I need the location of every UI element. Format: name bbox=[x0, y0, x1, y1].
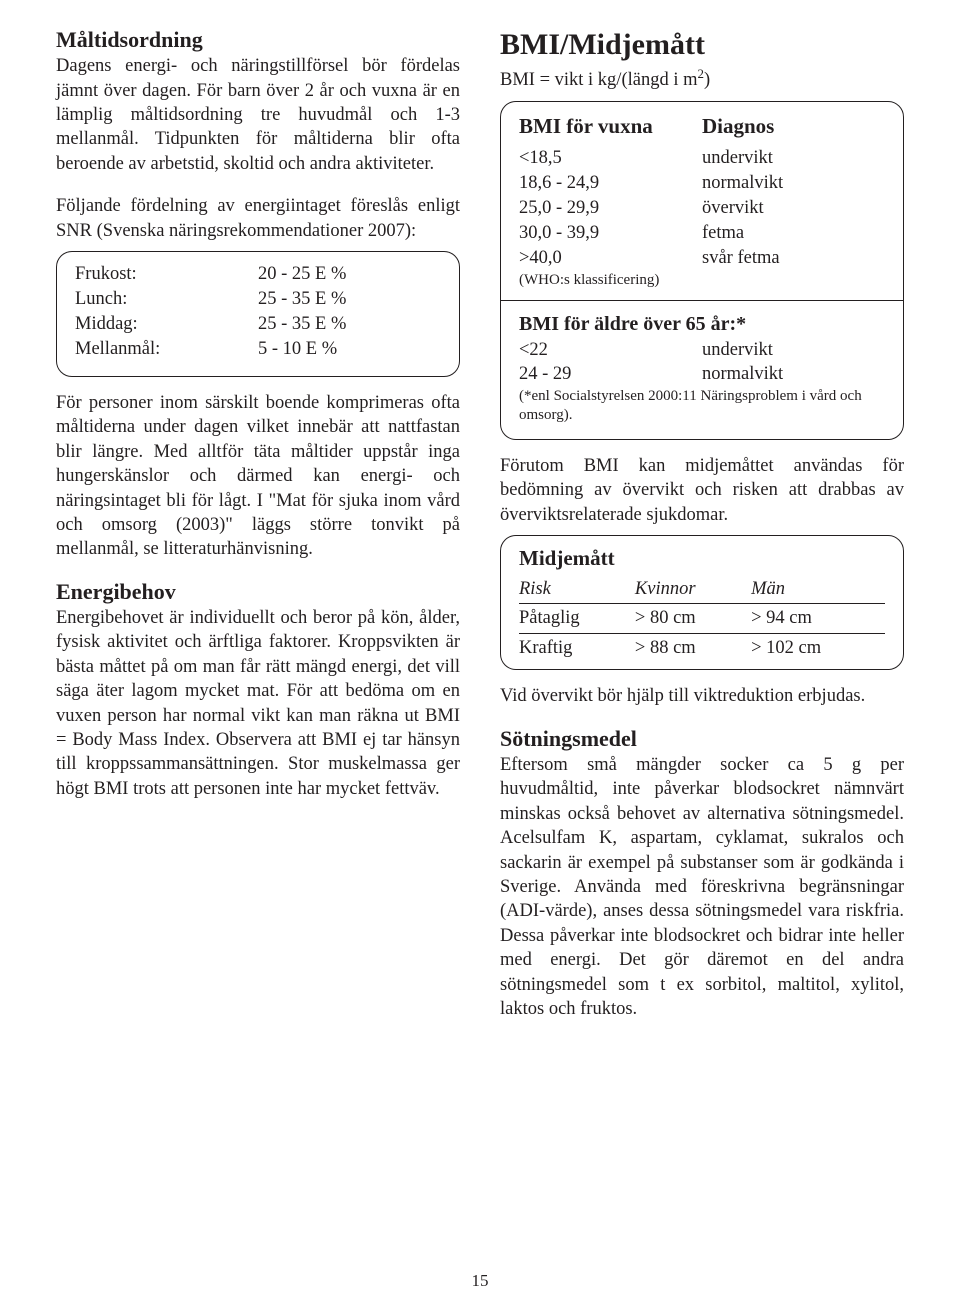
right-column: BMI/Midjemått BMI = vikt i kg/(längd i m… bbox=[500, 28, 904, 1021]
bmi-elder-header: BMI för äldre över 65 år:* bbox=[519, 311, 885, 338]
bmi-adult-row: >40,0svår fetma bbox=[519, 246, 885, 271]
bmi-range: <22 bbox=[519, 338, 702, 363]
bmi-adult-row: 18,6 - 24,9normalvikt bbox=[519, 171, 885, 196]
bmi-box: BMI för vuxnaDiagnos<18,5undervikt18,6 -… bbox=[500, 101, 904, 440]
meal-row: Mellanmål:5 - 10 E % bbox=[75, 337, 441, 362]
meal-label: Mellanmål: bbox=[75, 337, 258, 362]
paragraph-sotning: Eftersom små mängder socker ca 5 g per h… bbox=[500, 753, 904, 1021]
table-row: Påtaglig> 80 cm> 94 cm bbox=[519, 604, 885, 634]
bmi-adult-header-right: Diagnos bbox=[702, 112, 885, 140]
bmi-diagnosis: övervikt bbox=[702, 196, 885, 221]
midjematt-table: MidjemåttRiskKvinnorMänPåtaglig> 80 cm> … bbox=[519, 542, 885, 663]
meal-label: Frukost: bbox=[75, 262, 258, 287]
meal-value: 20 - 25 E % bbox=[258, 262, 441, 287]
elder-note: (*enl Socialstyrelsen 2000:11 Näringspro… bbox=[519, 387, 885, 425]
paragraph-boende: För personer inom särskilt boende kompri… bbox=[56, 391, 460, 562]
bmi-elder-row: <22undervikt bbox=[519, 338, 885, 363]
bmi-diagnosis: svår fetma bbox=[702, 246, 885, 271]
meal-value: 25 - 35 E % bbox=[258, 312, 441, 337]
bmi-elder-row: 24 - 29normalvikt bbox=[519, 362, 885, 387]
meal-label: Lunch: bbox=[75, 287, 258, 312]
kvinnor-cell: > 88 cm bbox=[635, 634, 751, 663]
bmi-adult-header-left: BMI för vuxna bbox=[519, 112, 702, 140]
page-number: 15 bbox=[0, 1271, 960, 1291]
man-cell: > 102 cm bbox=[751, 634, 885, 663]
paragraph-maltid: Dagens energi- och näringstillförsel bör… bbox=[56, 54, 460, 176]
bmi-diagnosis: normalvikt bbox=[702, 362, 885, 387]
paragraph-overvikt: Vid övervikt bör hjälp till viktreduktio… bbox=[500, 684, 904, 708]
meal-distribution-box: Frukost:20 - 25 E %Lunch:25 - 35 E %Midd… bbox=[56, 251, 460, 377]
midje-title: Midjemått bbox=[519, 542, 885, 574]
bmi-range: 18,6 - 24,9 bbox=[519, 171, 702, 196]
table-row: Kraftig> 88 cm> 102 cm bbox=[519, 634, 885, 663]
heading-bmi-midjematt: BMI/Midjemått bbox=[500, 28, 904, 61]
kvinnor-cell: > 80 cm bbox=[635, 604, 751, 634]
heading-energibehov: Energibehov bbox=[56, 580, 460, 604]
bmi-formula: BMI = vikt i kg/(längd i m2) bbox=[500, 65, 904, 93]
table-row: Midjemått bbox=[519, 542, 885, 574]
col-risk: Risk bbox=[519, 575, 635, 604]
heading-sotningsmedel: Sötningsmedel bbox=[500, 727, 904, 751]
bmi-range: 30,0 - 39,9 bbox=[519, 221, 702, 246]
left-column: Måltidsordning Dagens energi- och näring… bbox=[56, 28, 460, 1021]
meal-row: Frukost:20 - 25 E % bbox=[75, 262, 441, 287]
heading-maltidsordning: Måltidsordning bbox=[56, 28, 460, 52]
who-note: (WHO:s klassificering) bbox=[519, 271, 885, 290]
man-cell: > 94 cm bbox=[751, 604, 885, 634]
meal-label: Middag: bbox=[75, 312, 258, 337]
bmi-adult-row: <18,5undervikt bbox=[519, 146, 885, 171]
bmi-adult-row: 30,0 - 39,9fetma bbox=[519, 221, 885, 246]
bmi-range: <18,5 bbox=[519, 146, 702, 171]
bmi-diagnosis: fetma bbox=[702, 221, 885, 246]
risk-cell: Kraftig bbox=[519, 634, 635, 663]
col-kvinnor: Kvinnor bbox=[635, 575, 751, 604]
bmi-diagnosis: normalvikt bbox=[702, 171, 885, 196]
paragraph-snr: Följande fördelning av energiintaget för… bbox=[56, 194, 460, 243]
table-row: RiskKvinnorMän bbox=[519, 575, 885, 604]
bmi-diagnosis: undervikt bbox=[702, 146, 885, 171]
meal-value: 5 - 10 E % bbox=[258, 337, 441, 362]
midjematt-box: MidjemåttRiskKvinnorMänPåtaglig> 80 cm> … bbox=[500, 535, 904, 670]
bmi-adult-header: BMI för vuxnaDiagnos bbox=[519, 112, 885, 140]
bmi-range: >40,0 bbox=[519, 246, 702, 271]
col-man: Män bbox=[751, 575, 885, 604]
bmi-range: 24 - 29 bbox=[519, 362, 702, 387]
paragraph-midjematt: Förutom BMI kan midjemåttet användas för… bbox=[500, 454, 904, 527]
bmi-diagnosis: undervikt bbox=[702, 338, 885, 363]
meal-row: Lunch:25 - 35 E % bbox=[75, 287, 441, 312]
risk-cell: Påtaglig bbox=[519, 604, 635, 634]
meal-value: 25 - 35 E % bbox=[258, 287, 441, 312]
bmi-adult-row: 25,0 - 29,9övervikt bbox=[519, 196, 885, 221]
meal-row: Middag:25 - 35 E % bbox=[75, 312, 441, 337]
bmi-range: 25,0 - 29,9 bbox=[519, 196, 702, 221]
paragraph-energi: Energibehovet är individuellt och beror … bbox=[56, 606, 460, 801]
